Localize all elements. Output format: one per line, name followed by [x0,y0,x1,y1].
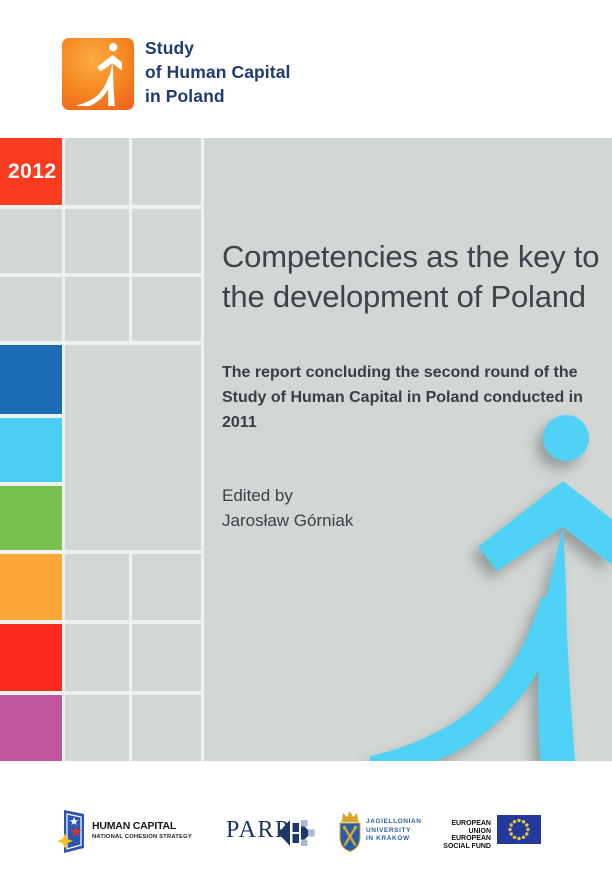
grid-cell [0,209,62,273]
grid-cell [132,277,201,341]
parp-logo-text: PARP [226,817,290,843]
human-figure-icon [77,43,122,106]
parp-diamond-icon [278,820,315,846]
grid-cell [65,554,129,620]
color-grid: 2012 [0,138,201,761]
grid-cell [132,209,201,273]
jagiellonian-line: IN KRAKOW [366,835,410,842]
editor-block: Edited by Jarosław Górniak [222,483,353,533]
jagiellonian-line: JAGIELLONIAN [366,818,422,825]
grid-cell [65,138,129,205]
grid-cell [132,695,201,761]
eu-line: EUROPEAN UNION [451,820,491,835]
grid-cell [132,554,201,620]
jagiellonian-line: UNIVERSITY [366,826,412,834]
logo-line: of Human Capital [145,62,291,82]
edited-by-label: Edited by [222,486,293,505]
grid-cell [132,624,201,691]
logo-line: Study [145,38,195,58]
editor-name: Jarosław Górniak [222,511,354,530]
grid-cell-purple [0,695,62,761]
grid-cell [132,138,201,205]
human-capital-logo-text: HUMAN CAPITAL NATIONAL COHESION STRATEGY [92,820,192,840]
jagiellonian-logo-text: JAGIELLONIAN UNIVERSITY IN KRAKOW [366,818,422,844]
grid-cell [0,277,62,341]
logo-line: in Poland [145,86,225,106]
grid-cell [65,695,129,761]
subtitle-line: The report concluding the second round o… [222,364,578,381]
grid-cell-green [0,486,62,550]
grid-cell [65,209,129,273]
eu-line: SOCIAL FUND [443,842,491,850]
eu-logo-text: EUROPEAN UNION EUROPEAN SOCIAL FUND [435,820,491,850]
grid-cell-red [0,624,62,691]
grid-cell-merged [65,345,201,550]
cover-main-panel: Competencies as the key to the developme… [204,138,612,761]
grid-cell [65,277,129,341]
title-line: the development of Poland [222,279,586,314]
human-capital-title: HUMAN CAPITAL [92,820,177,832]
study-logo [62,38,134,110]
subtitle-line: Study of Human Capital in Poland conduct… [222,389,583,431]
grid-cell-blue [0,345,62,414]
grid-cell-cyan [0,418,62,482]
jagiellonian-shield-icon [339,811,361,853]
eu-flag-icon [497,815,541,844]
human-capital-flag-icon [57,810,84,853]
human-figure-large-icon [370,415,612,761]
year-cell: 2012 [0,138,62,205]
title-line: Competencies as the key to [222,239,600,274]
grid-cell [65,624,129,691]
cover-subtitle: The report concluding the second round o… [222,360,602,435]
color-grid-band: 2012 Competencies as the key to the deve… [0,138,612,761]
human-capital-subtitle: NATIONAL COHESION STRATEGY [92,834,192,840]
eu-line: EUROPEAN [451,835,491,842]
study-logo-title: Study of Human Capital in Poland [145,36,291,108]
grid-cell-orange [0,554,62,620]
cover-title: Competencies as the key to the developme… [222,237,602,317]
